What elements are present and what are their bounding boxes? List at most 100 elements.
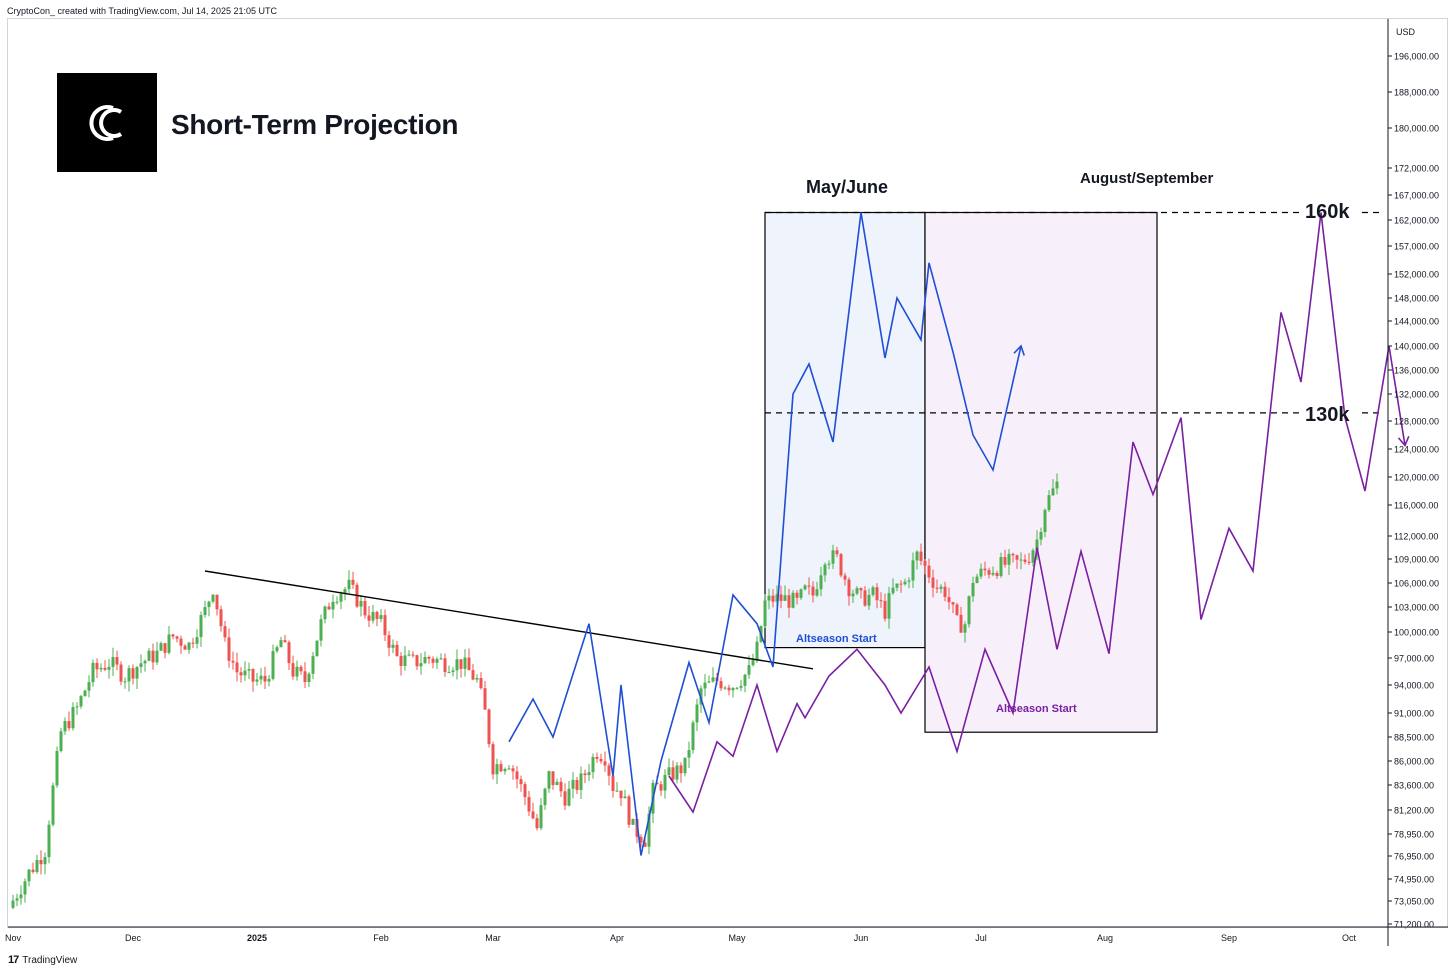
candle-body (659, 784, 663, 791)
candle-body (531, 811, 535, 819)
level-lines (765, 211, 1384, 414)
candle-body (439, 658, 443, 660)
candle-body (91, 662, 95, 683)
candle-body (535, 818, 539, 829)
x-tick-label: Feb (373, 933, 389, 943)
candle-body (51, 785, 55, 825)
candle-body (1035, 539, 1039, 551)
candle-body (703, 682, 707, 689)
candle-body (459, 659, 463, 669)
candle-body (263, 675, 267, 682)
x-tick-label: Dec (125, 933, 142, 943)
candle-body (63, 721, 67, 732)
axes: USD 196,000.00 188,000.00 180,000.00 172,000… (5, 19, 1448, 946)
candle-body (495, 764, 499, 775)
footer-brand[interactable]: TradingView (22, 954, 78, 966)
y-tick-label: 74,950.00 (1394, 875, 1434, 885)
candle-body (607, 765, 611, 776)
candle-body (931, 577, 935, 588)
candle-body (503, 768, 507, 772)
candle-body (111, 656, 115, 667)
candle-body (947, 597, 951, 603)
candle-body (711, 677, 715, 682)
candle-body (955, 604, 959, 615)
candle-body (183, 645, 187, 650)
candle-body (763, 600, 767, 627)
footer: 17 TradingView (8, 954, 77, 966)
candle-body (87, 682, 91, 691)
candle-body (907, 580, 911, 582)
y-tick-label: 152,000.00 (1394, 270, 1439, 280)
cc-logo-icon (89, 104, 123, 141)
candle-body (199, 615, 203, 638)
candle-body (299, 666, 303, 672)
candle-body (1019, 559, 1023, 561)
candle-body (683, 757, 687, 774)
candle-body (559, 781, 563, 792)
candle-body (171, 634, 175, 637)
candle-body (687, 750, 691, 758)
candle-body (1027, 561, 1031, 563)
candle-body (35, 860, 39, 873)
candle-body (1051, 488, 1055, 496)
candle-body (1003, 556, 1007, 565)
candle-body (879, 600, 883, 602)
y-tick-label: 136,000.00 (1394, 366, 1439, 376)
candle-body (923, 560, 927, 566)
candle-body (691, 722, 695, 751)
candle-body (167, 634, 171, 653)
candle-body (771, 595, 775, 602)
candle-body (95, 662, 99, 670)
candle-body (235, 662, 239, 673)
candle-body (979, 568, 983, 577)
label-160k: 160k (1305, 201, 1350, 223)
y-tick-label: 144,000.00 (1394, 317, 1439, 327)
label-may-june: May/June (806, 177, 889, 197)
candle-body (99, 667, 103, 670)
y-tick-label: 73,050.00 (1394, 897, 1434, 907)
candle-body (919, 551, 923, 561)
candle-body (1043, 509, 1047, 532)
candle-body (527, 797, 531, 812)
candle-body (595, 756, 599, 759)
candle-body (31, 869, 35, 873)
y-tick-label: 81,200.00 (1394, 806, 1434, 816)
candle-body (159, 643, 163, 651)
candle-body (935, 587, 939, 589)
candle-body (67, 721, 71, 729)
candle-body (375, 612, 379, 619)
candle-body (579, 773, 583, 790)
y-tick-label: 167,000.00 (1394, 191, 1439, 201)
projection-box (924, 211, 1158, 733)
candle-body (399, 655, 403, 667)
x-tick-label: Apr (610, 933, 624, 943)
candle-body (431, 658, 435, 663)
candle-body (819, 575, 823, 590)
candle-body (275, 647, 279, 652)
y-tick-label: 83,600.00 (1394, 781, 1434, 791)
candle-body (19, 894, 23, 899)
candle-body (163, 643, 167, 653)
candle-body (215, 594, 219, 610)
candle-body (663, 774, 667, 791)
purple-projection-line-arrowhead (1397, 435, 1410, 448)
candle-body (379, 615, 383, 619)
candle-body (307, 673, 311, 683)
candle-body (467, 657, 471, 671)
y-tick-label: 196,000.00 (1394, 52, 1439, 62)
candle-body (963, 624, 967, 633)
y-tick-label: 91,000.00 (1394, 709, 1434, 719)
candle-body (731, 688, 735, 691)
x-tick-label: Aug (1097, 933, 1113, 943)
label-aug-sep: August/September (1080, 170, 1214, 187)
candle-body (967, 596, 971, 625)
candle-body (611, 775, 615, 792)
candle-body (39, 860, 43, 865)
y-tick-label: 162,000.00 (1394, 216, 1439, 226)
candle-body (123, 681, 127, 683)
candle-body (927, 565, 931, 578)
candle-body (899, 583, 903, 585)
candle-body (455, 659, 459, 671)
candle-body (675, 765, 679, 780)
